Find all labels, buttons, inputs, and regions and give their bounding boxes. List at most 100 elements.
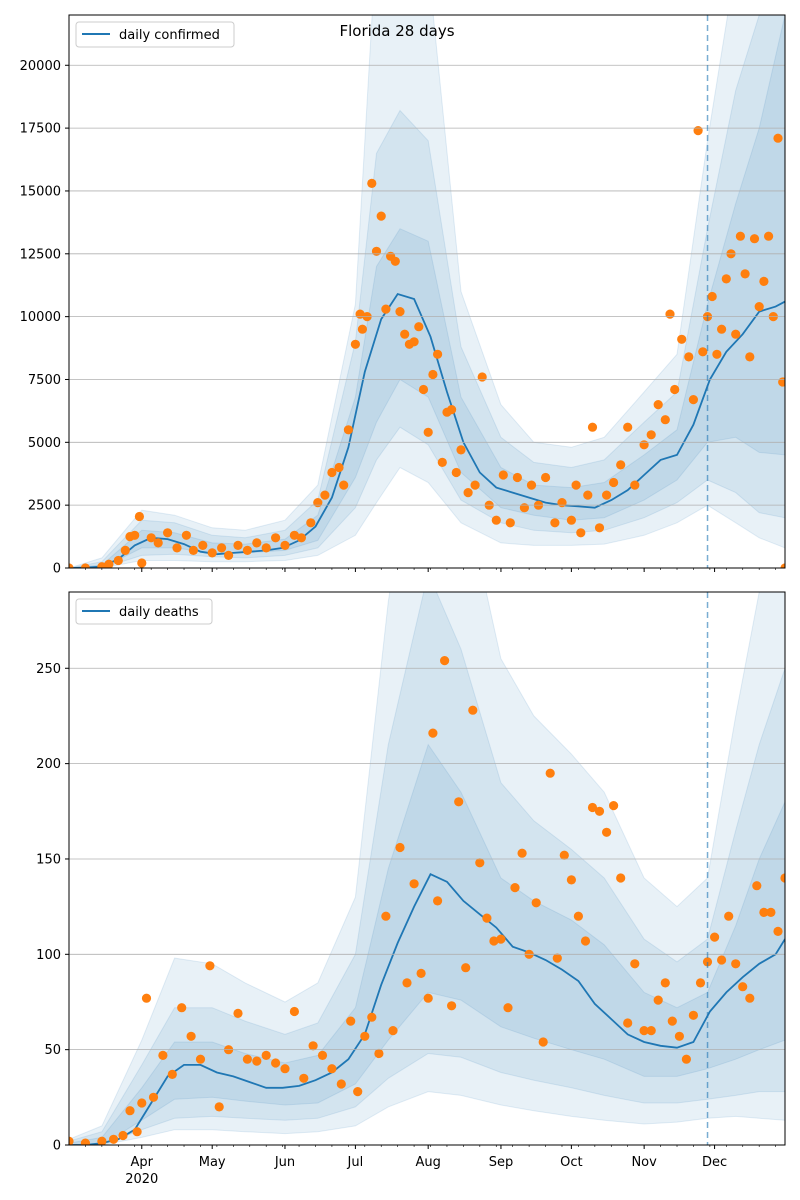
data-point <box>456 445 466 455</box>
data-point <box>545 768 555 778</box>
y-tick-label: 50 <box>44 1043 61 1058</box>
data-point <box>118 1130 128 1141</box>
data-point <box>224 550 234 561</box>
data-point <box>512 472 523 483</box>
data-point <box>780 563 785 568</box>
data-point <box>233 540 243 551</box>
data-point <box>130 530 140 540</box>
data-point <box>137 1098 147 1108</box>
data-point <box>416 968 426 979</box>
data-point <box>163 528 173 538</box>
data-point <box>376 211 386 221</box>
data-point <box>738 982 748 992</box>
data-point <box>167 1069 177 1079</box>
data-point <box>69 563 74 568</box>
confidence-band-0 <box>69 15 785 568</box>
data-point <box>289 530 299 540</box>
data-point <box>688 395 699 405</box>
x-year-label: 2020 <box>125 1172 158 1187</box>
data-point <box>616 460 626 470</box>
data-point <box>541 472 551 483</box>
deaths-panel: 0 50 100 150 200 250 Apr May Jun Jul Aug Sep Oct Nov D… <box>36 591 786 1187</box>
legend-label: daily confirmed <box>119 28 220 43</box>
data-point <box>731 329 741 339</box>
data-point <box>752 881 762 891</box>
data-point <box>158 1050 168 1060</box>
data-point <box>660 978 670 988</box>
data-point <box>745 993 755 1003</box>
data-point <box>677 334 687 344</box>
data-point <box>745 352 755 362</box>
y-tick-label: 0 <box>53 562 61 577</box>
data-point <box>188 545 198 556</box>
data-point <box>735 231 746 241</box>
data-point <box>336 1079 346 1089</box>
data-point <box>195 1054 206 1064</box>
data-point <box>454 797 464 807</box>
data-point <box>653 400 663 410</box>
data-point <box>571 480 581 490</box>
data-point <box>773 926 783 937</box>
data-point <box>280 1064 290 1074</box>
data-point <box>688 1010 699 1020</box>
data-point <box>186 1031 196 1041</box>
y-tick-label: 150 <box>36 852 61 867</box>
data-point <box>717 324 727 334</box>
y-tick-label: 12500 <box>20 247 61 262</box>
data-point <box>440 656 450 666</box>
data-point <box>754 302 764 312</box>
data-point <box>702 957 713 967</box>
data-point <box>271 1058 281 1068</box>
data-point <box>639 440 649 450</box>
data-point <box>371 246 382 256</box>
data-point <box>296 533 306 543</box>
data-point <box>698 347 708 357</box>
data-point <box>320 490 330 500</box>
axes-frame <box>68 591 786 1146</box>
data-point <box>764 231 774 241</box>
data-point <box>360 1031 370 1041</box>
data-point <box>470 480 480 490</box>
series-line <box>69 873 785 1145</box>
data-point <box>317 1050 328 1060</box>
data-point <box>639 1026 649 1036</box>
data-point <box>198 540 208 551</box>
y-tick-label: 2500 <box>28 499 61 514</box>
data-point <box>780 873 785 883</box>
data-point <box>740 269 750 279</box>
data-point <box>414 322 424 332</box>
data-point <box>451 467 461 478</box>
data-point <box>538 1037 548 1047</box>
data-point <box>153 538 163 548</box>
data-point <box>306 518 316 528</box>
data-point <box>423 993 433 1003</box>
data-point <box>482 913 492 923</box>
data-point <box>350 339 360 349</box>
data-point <box>400 329 410 339</box>
data-point <box>120 545 130 556</box>
data-point <box>418 384 429 395</box>
data-point <box>475 858 485 868</box>
data-point <box>616 873 626 883</box>
y-tick-label: 20000 <box>20 59 61 74</box>
data-point <box>505 518 515 528</box>
data-point <box>496 934 506 944</box>
data-point <box>357 324 367 334</box>
data-point <box>381 304 391 314</box>
data-point <box>374 1048 384 1059</box>
data-point <box>308 1041 318 1051</box>
data-point <box>749 234 760 244</box>
data-point <box>447 1001 457 1011</box>
data-point <box>674 1031 685 1041</box>
y-tick-label: 0 <box>53 1139 61 1154</box>
data-point <box>367 1012 377 1022</box>
data-point <box>665 309 675 319</box>
data-point <box>261 543 271 553</box>
data-point <box>252 538 262 548</box>
data-point <box>134 511 144 522</box>
x-tick-label: Jul <box>347 1155 364 1170</box>
y-tick-label: 200 <box>36 757 61 772</box>
data-point <box>141 993 152 1003</box>
data-point <box>233 1008 243 1019</box>
data-point <box>172 543 182 553</box>
